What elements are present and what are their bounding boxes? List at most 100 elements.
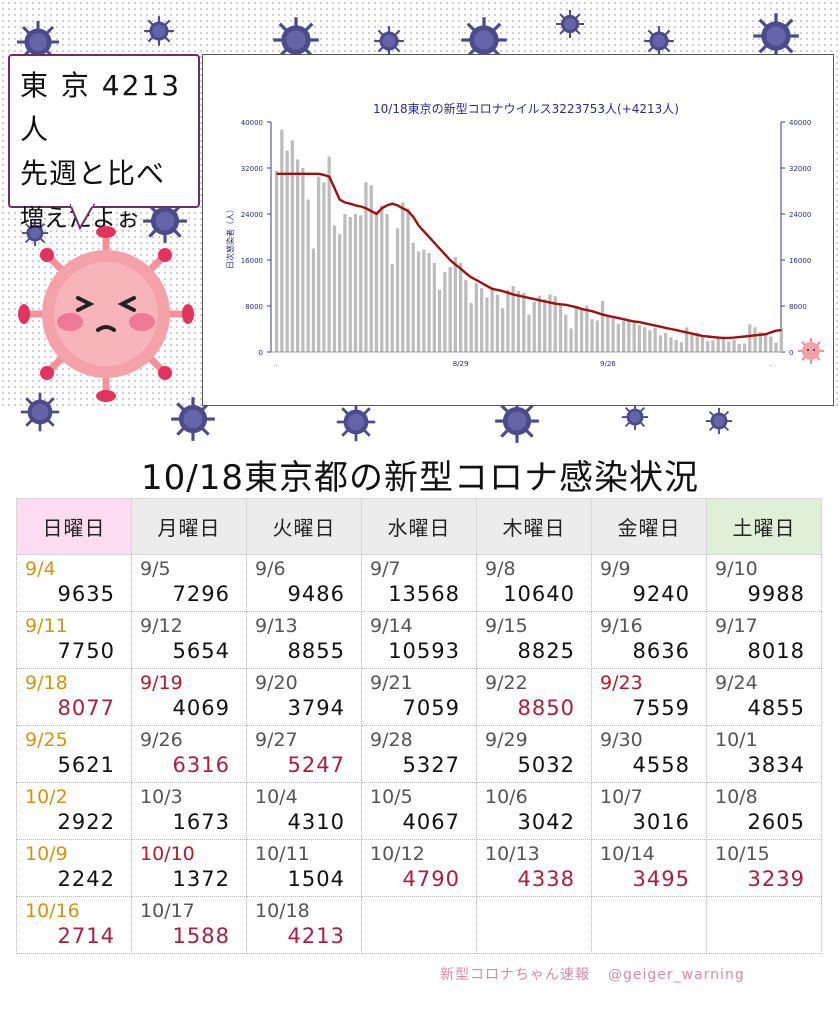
bar [374, 211, 379, 352]
virus-icon [21, 219, 49, 247]
y-axis-label: 日次感染者（人） [225, 205, 235, 269]
virus-icon [461, 17, 507, 63]
day-cell: 9/15 8825 [476, 611, 592, 669]
virus-icon [336, 402, 376, 442]
bar [558, 304, 563, 352]
y-tick-label: 24000 [241, 211, 263, 219]
bubble-line-2: 先週と比べ [20, 157, 166, 190]
day-cell: 9/7 13568 [361, 554, 477, 612]
small-virus-icon [798, 338, 824, 364]
cell-count: 2922 [57, 810, 115, 834]
day-cell: 9/5 7296 [131, 554, 247, 612]
cell-count: 13568 [388, 582, 460, 606]
cell-count: 8077 [57, 696, 115, 720]
cell-count: 4855 [747, 696, 805, 720]
cell-date: 10/9 [25, 843, 68, 865]
cell-count: 4067 [402, 810, 460, 834]
speech-bubble: 東 京 4213人 先週と比べ 増えたよぉ [8, 54, 200, 232]
cell-count: 5327 [402, 753, 460, 777]
cell-date: 10/16 [25, 900, 80, 922]
daily-cases-chart: 10/18東京の新型コロナウイルス3223753人(+4213人) 0 0 8000 8… [225, 101, 824, 368]
day-cell: 10/13 4338 [476, 839, 592, 897]
cell-count: 4310 [287, 810, 345, 834]
bar [453, 257, 457, 352]
cell-date: 9/11 [25, 615, 68, 637]
cell-date: 10/4 [255, 786, 298, 808]
bar [643, 327, 647, 352]
bar [553, 296, 557, 352]
bar [406, 208, 410, 353]
day-cell: 10/4 4310 [246, 782, 362, 840]
virus-icon [143, 199, 187, 243]
day-cell: 10/16 2714 [16, 896, 132, 954]
bar [658, 335, 663, 352]
bar [495, 294, 500, 352]
bar [459, 262, 463, 352]
bar [674, 339, 678, 352]
bar [343, 214, 347, 352]
bar [742, 343, 747, 352]
day-cell: 9/28 5327 [361, 725, 477, 783]
bar [695, 332, 699, 352]
bar [411, 242, 415, 353]
cell-date: 9/19 [140, 672, 183, 694]
cell-date: 9/23 [600, 672, 643, 694]
day-cell: 9/12 5654 [131, 611, 247, 669]
footer-handle: @geiger_warning [608, 967, 745, 983]
cell-count: 8850 [517, 696, 575, 720]
virus-icon [556, 10, 584, 38]
bar [664, 333, 668, 352]
x-tick-label: . [275, 360, 277, 368]
cell-count: 7559 [632, 696, 690, 720]
cell-count: 9988 [747, 582, 805, 606]
day-cell: 9/23 7559 [591, 668, 707, 726]
bar [432, 262, 436, 352]
bar [427, 253, 431, 352]
cell-date: 9/6 [255, 558, 286, 580]
table-row: 9/4 9635 9/5 7296 9/6 9486 9/7 13568 9/8 10640 9/9… [16, 554, 822, 612]
cell-date: 9/5 [140, 558, 171, 580]
bar [422, 249, 426, 352]
day-cell: 9/17 8018 [706, 611, 822, 669]
footer-credit: 新型コロナちゃん速報 @geiger_warning [440, 964, 745, 984]
bar [416, 251, 421, 352]
virus-icon [495, 399, 539, 443]
cell-count: 9240 [632, 582, 690, 606]
virus-icon [621, 403, 649, 431]
bar [317, 176, 321, 352]
day-cell: 9/30 4558 [591, 725, 707, 783]
bar [301, 168, 305, 352]
cell-date: 9/27 [255, 729, 298, 751]
cell-count: 7059 [402, 696, 460, 720]
day-cell: 9/29 5032 [476, 725, 592, 783]
chart-title: 10/18東京の新型コロナウイルス3223753人(+4213人) [373, 101, 679, 116]
cell-date: 10/13 [485, 843, 540, 865]
day-cell: 9/4 9635 [16, 554, 132, 612]
cell-date: 9/14 [370, 615, 413, 637]
y-tick-label-right: 24000 [789, 211, 811, 219]
day-cell: 9/9 9240 [591, 554, 707, 612]
cell-count: 3016 [632, 810, 690, 834]
weekly-cases-table: 日曜日 月曜日 火曜日 水曜日 木曜日 金曜日 土曜日 9/4 9635 9/5 72… [16, 498, 822, 954]
day-cell: 10/3 1673 [131, 782, 247, 840]
day-cell: 10/14 3495 [591, 839, 707, 897]
cell-count: 4558 [632, 753, 690, 777]
virus-icon [17, 21, 59, 63]
bar [595, 320, 599, 352]
bar [485, 297, 489, 352]
cell-count: 1504 [287, 867, 345, 891]
cell-date: 10/17 [140, 900, 195, 922]
bar [700, 335, 705, 352]
day-cell: 9/21 7059 [361, 668, 477, 726]
bar [280, 129, 284, 352]
day-cell: 9/11 7750 [16, 611, 132, 669]
y-tick-label: 0 [259, 349, 263, 357]
cell-count: 7750 [57, 639, 115, 663]
bar [348, 216, 352, 352]
table-row: 10/2 2922 10/3 1673 10/4 4310 10/5 4067 10/6 3042… [16, 782, 822, 840]
cell-date: 9/12 [140, 615, 183, 637]
cell-count: 4790 [402, 867, 460, 891]
bar [395, 228, 400, 352]
cell-count: 8636 [632, 639, 690, 663]
cell-date: 9/4 [25, 558, 56, 580]
